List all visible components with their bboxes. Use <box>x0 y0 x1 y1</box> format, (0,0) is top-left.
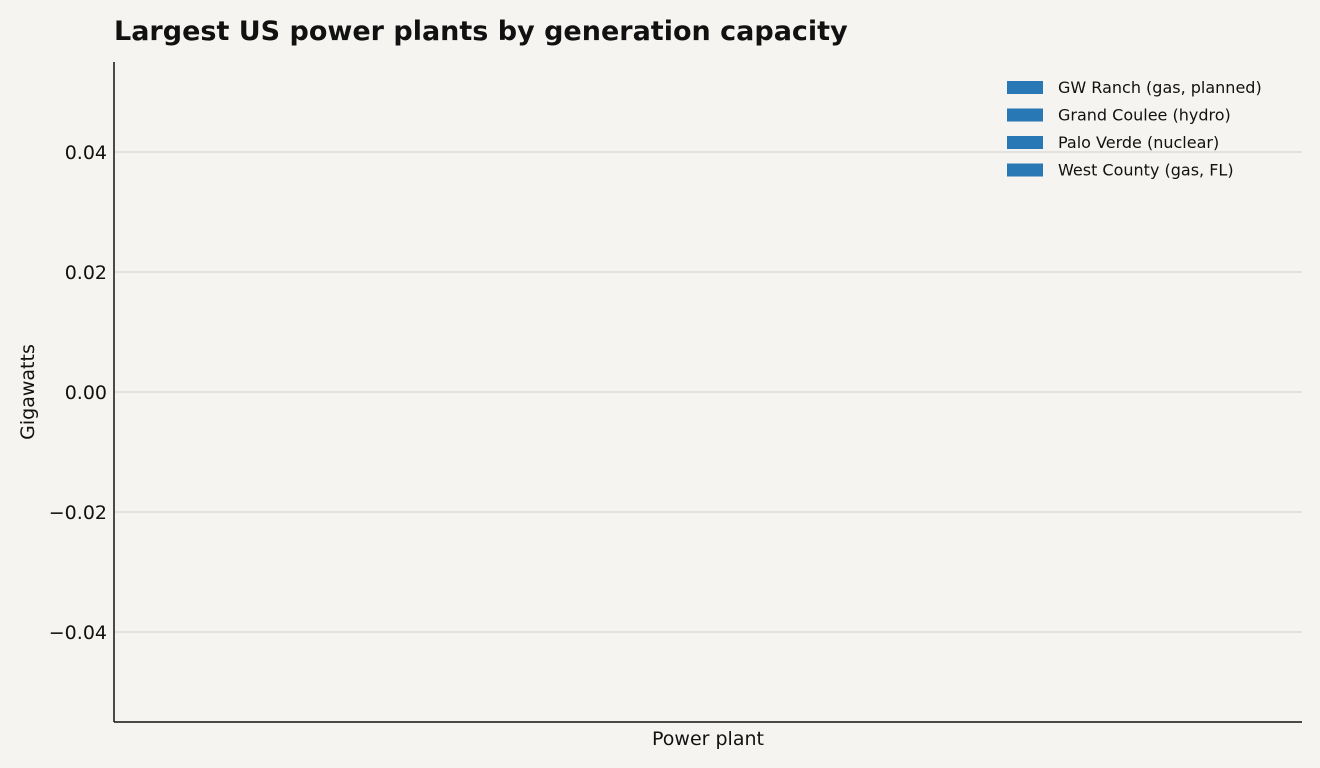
chart-title: Largest US power plants by generation ca… <box>114 16 848 47</box>
legend-label: West County (gas, FL) <box>1058 161 1234 180</box>
legend-swatch <box>1007 163 1043 177</box>
grid-lines <box>114 151 1302 633</box>
legend-label: GW Ranch (gas, planned) <box>1058 78 1262 97</box>
y-tick-label: −0.02 <box>49 502 107 524</box>
legend-swatch <box>1007 108 1043 122</box>
legend-label: Palo Verde (nuclear) <box>1058 133 1219 152</box>
legend-swatch <box>1007 81 1043 94</box>
y-tick-label: −0.04 <box>49 622 107 644</box>
y-tick-label: 0.02 <box>65 262 107 284</box>
legend-swatch <box>1007 136 1043 149</box>
y-axis-label: Gigawatts <box>17 344 39 440</box>
y-tick-label: 0.00 <box>65 382 107 404</box>
legend-label: Grand Coulee (hydro) <box>1058 106 1231 125</box>
x-axis-label: Power plant <box>652 728 764 750</box>
legend: GW Ranch (gas, planned) Grand Coulee (hyd… <box>1007 78 1262 180</box>
y-tick-labels: 0.04 0.02 0.00 −0.02 −0.04 <box>49 142 107 644</box>
y-tick-label: 0.04 <box>65 142 107 164</box>
